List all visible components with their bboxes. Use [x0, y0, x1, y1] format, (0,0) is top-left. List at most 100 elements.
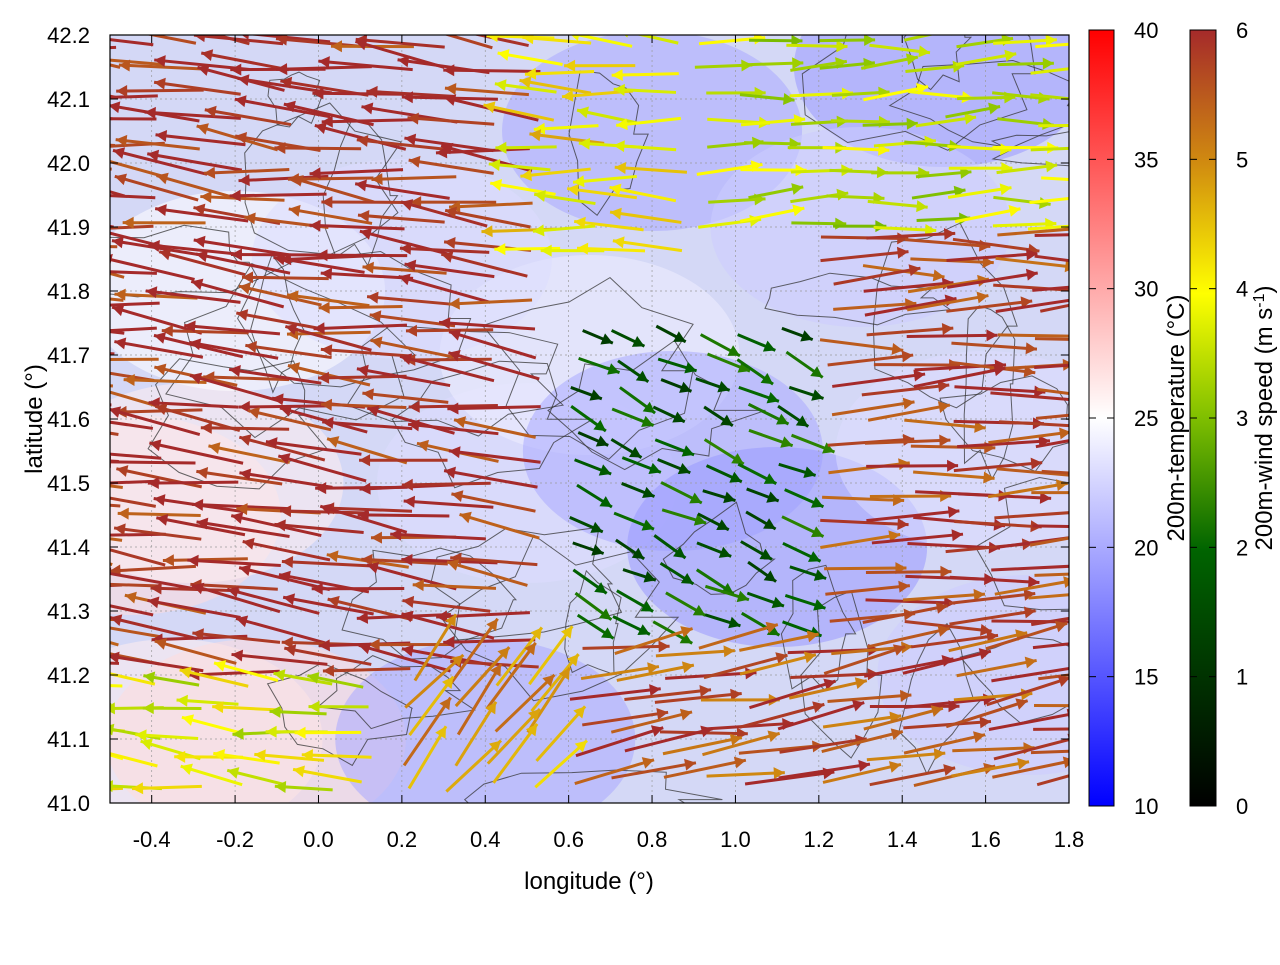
x-axis-title: longitude (°): [524, 868, 654, 895]
x-tick-label: 0.8: [637, 827, 668, 852]
x-tick-label: 0.2: [387, 827, 418, 852]
wind-arrow-head: [73, 577, 84, 589]
wind-arrow-shaft: [866, 572, 952, 573]
y-axis-title: latitude (°): [21, 364, 48, 474]
wind-arrow-head: [55, 689, 67, 701]
wind-arrow-shaft: [201, 428, 289, 429]
wind-arrow-head: [23, 342, 34, 354]
wind-arrow-shaft: [824, 568, 906, 569]
wind-arrow-head: [1113, 277, 1124, 289]
wind-arrow-shaft: [447, 407, 540, 409]
wind-arrow-shaft: [148, 482, 239, 483]
wind-colorbar-tick-label: 1: [1236, 665, 1248, 690]
y-tick-label: 41.0: [47, 791, 90, 816]
wind-colorbar-tick-label: 6: [1236, 18, 1248, 43]
wind-arrow-head: [27, 158, 38, 170]
wind-arrow: [55, 689, 111, 704]
wind-arrow-head: [92, 746, 104, 758]
plot-area: [0, 0, 1177, 839]
wind-arrow-shaft: [231, 254, 324, 255]
wind-colorbar-tick-label: 3: [1236, 406, 1248, 431]
wind-arrow: [32, 239, 117, 251]
wind-arrow-head: [164, 18, 176, 30]
wind-arrow-shaft: [33, 585, 122, 588]
temperature-colorbar-tick-label: 25: [1134, 406, 1158, 431]
wind-arrow-head: [20, 45, 31, 57]
y-tick-label: 41.4: [47, 535, 90, 560]
wind-arrow-head: [27, 656, 38, 668]
wind-arrow-shaft: [55, 693, 111, 705]
wind-colorbar-label-superscript: -1: [1251, 293, 1268, 307]
wind-arrow-head: [1116, 470, 1127, 482]
x-tick-label: 0.4: [470, 827, 501, 852]
temperature-colorbar-tick-label: 35: [1134, 147, 1158, 172]
wind-arrow-head: [33, 582, 44, 594]
wind-arrow-head: [33, 612, 44, 624]
wind-arrow-head: [34, 494, 45, 506]
x-tick-label: 1.4: [887, 827, 918, 852]
y-tick-label: 41.5: [47, 471, 90, 496]
wind-arrow-head: [1073, 560, 1084, 572]
y-tick-label: 41.7: [47, 343, 90, 368]
wind-arrow: [33, 582, 122, 594]
wind-arrow-shaft: [34, 499, 120, 506]
wind-arrow-head: [102, 780, 113, 792]
wind-arrow-head: [1116, 521, 1127, 533]
temperature-colorbar-label: 200m-temperature (°C): [1163, 294, 1190, 541]
y-tick-label: 41.1: [47, 727, 90, 752]
wind-colorbar-tick-label: 4: [1236, 277, 1248, 302]
wind-arrow: [29, 135, 115, 147]
temperature-colorbar-tick-label: 30: [1134, 277, 1158, 302]
wind-arrow-head: [65, 445, 76, 457]
wind-arrow-head: [1114, 426, 1126, 438]
wind-arrow-head: [29, 135, 40, 147]
wind-arrow-head: [65, 265, 76, 277]
wind-arrow-head: [32, 538, 44, 550]
wind-arrow-head: [1075, 420, 1086, 432]
wind-arrow-head: [1069, 223, 1080, 235]
wind-arrow-head: [949, 24, 961, 36]
wind-arrow-head: [1065, 260, 1077, 272]
wind-colorbar-tick-label: 5: [1236, 147, 1248, 172]
wind-arrow-shaft: [29, 140, 115, 145]
y-tick-label: 41.9: [47, 215, 90, 240]
wind-arrow-head: [1078, 530, 1090, 542]
wind-arrow-shaft: [242, 277, 329, 278]
x-tick-label: -0.4: [133, 827, 171, 852]
wind-arrow-shaft: [230, 194, 327, 196]
x-tick-label: 1.0: [720, 827, 751, 852]
wind-arrow-head: [75, 379, 87, 391]
wind-arrow-head: [1070, 330, 1081, 342]
wind-arrow-shaft: [239, 406, 329, 407]
wind-arrow-shaft: [907, 335, 998, 336]
wind-arrow-head: [28, 317, 40, 329]
wind-arrow-shaft: [322, 120, 414, 122]
wind-arrow-head: [100, 456, 111, 468]
temperature-colorbar-tick-label: 40: [1134, 18, 1158, 43]
y-tick-label: 42.0: [47, 151, 90, 176]
y-tick-label: 42.2: [47, 23, 90, 48]
wind-colorbar-tick-label: 2: [1236, 535, 1248, 560]
wind-arrow-shaft: [866, 466, 958, 467]
wind-arrow-shaft: [991, 621, 1080, 622]
y-tick-label: 41.2: [47, 663, 90, 688]
wind-arrow-shaft: [443, 70, 540, 71]
wind-arrow-shaft: [287, 332, 371, 334]
wind-arrow-shaft: [358, 515, 450, 516]
wind-arrow-shaft: [100, 462, 196, 463]
x-tick-label: 1.6: [970, 827, 1001, 852]
wind-arrow-head: [79, 53, 90, 65]
wind-arrow-shaft: [274, 148, 361, 149]
wind-arrow-head: [63, 188, 74, 200]
y-tick-label: 42.1: [47, 87, 90, 112]
wind-arrow-head: [1075, 293, 1087, 305]
wind-arrow-head: [1070, 616, 1081, 628]
wind-arrow-head: [1069, 469, 1080, 481]
x-tick-label: 1.8: [1054, 827, 1085, 852]
y-tick-label: 41.8: [47, 279, 90, 304]
wind-arrow-shaft: [38, 47, 121, 67]
wind-arrow-shaft: [20, 47, 116, 52]
x-tick-label: 0.0: [303, 827, 334, 852]
